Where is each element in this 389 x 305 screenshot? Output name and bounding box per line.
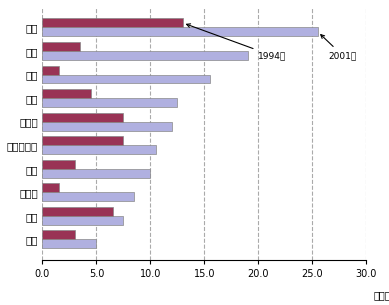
Text: 1994年: 1994年 — [187, 24, 287, 60]
Text: 2001年: 2001年 — [321, 35, 357, 60]
Bar — [42, 51, 248, 60]
Bar — [42, 183, 59, 192]
Bar — [42, 145, 156, 154]
Bar — [42, 160, 75, 169]
Bar — [42, 169, 151, 178]
Bar — [42, 122, 172, 131]
Bar — [42, 66, 59, 74]
Bar — [42, 89, 91, 98]
X-axis label: （％）: （％） — [374, 290, 389, 300]
Bar — [42, 42, 80, 51]
Bar — [42, 27, 318, 36]
Bar — [42, 113, 123, 122]
Bar — [42, 18, 183, 27]
Bar — [42, 216, 123, 225]
Bar — [42, 207, 112, 216]
Bar — [42, 74, 210, 84]
Bar — [42, 239, 96, 248]
Bar — [42, 231, 75, 239]
Bar — [42, 98, 177, 107]
Bar — [42, 192, 134, 201]
Bar — [42, 136, 123, 145]
